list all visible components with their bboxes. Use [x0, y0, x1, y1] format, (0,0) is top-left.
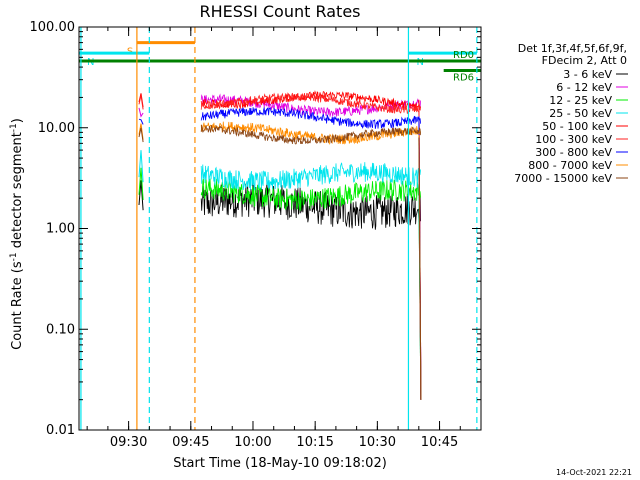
legend-header-1: FDecim 2, Att 0: [542, 54, 627, 67]
legend-entry-0: 3 - 6 keV: [563, 68, 612, 81]
legend-entry-1: 6 - 12 keV: [556, 81, 612, 94]
series-pre-spike-5: [138, 95, 144, 110]
x-tick-label-4: 10:30: [359, 435, 396, 450]
flag-label-3: RD0: [453, 50, 474, 61]
chart-title: RHESSI Count Rates: [200, 2, 361, 21]
legend-entry-4: 50 - 100 keV: [542, 120, 612, 133]
x-axis-label: Start Time (18-May-10 09:18:02): [173, 456, 387, 471]
legend-entry-8: 7000 - 15000 keV: [514, 172, 612, 185]
series-pre-spike-0: [138, 180, 144, 211]
series-pre-spike-8: [138, 127, 144, 143]
flag-label-1: N: [87, 57, 94, 68]
x-tick-label-5: 10:45: [421, 435, 458, 450]
legend-entry-7: 800 - 7000 keV: [528, 159, 612, 172]
series-line-2: [200, 178, 421, 211]
x-tick-label-1: 09:45: [172, 435, 209, 450]
legend-entry-6: 300 - 800 keV: [535, 146, 612, 159]
series-line-8: [200, 124, 421, 145]
series-line-5: [200, 92, 421, 114]
footer-timestamp: 14-Oct-2021 22:21: [556, 468, 632, 477]
y-tick-label-2: 1.00: [46, 222, 75, 237]
flag-label-4: RD6: [453, 73, 474, 84]
series-line-3: [200, 162, 421, 191]
series-pre-spike-6: [138, 118, 144, 125]
legend-entry-3: 25 - 50 keV: [549, 107, 612, 120]
legend-header-0: Det 1f,3f,4f,5f,6f,9f,: [518, 42, 627, 55]
time-markers: [80, 27, 478, 430]
axes: 0.01 0.10 1.00 10.00 100.00 09:30 09:45 10:00 10…: [30, 20, 482, 450]
x-tick-label-3: 10:15: [296, 435, 333, 450]
x-tick-label-2: 10:00: [234, 435, 271, 450]
plot-area: [138, 90, 422, 400]
x-tick-label-0: 09:30: [110, 435, 147, 450]
series-pre-spike-3: [138, 150, 144, 183]
legend: Det 1f,3f,4f,5f,6f,9f,FDecim 2, Att 03 -…: [514, 42, 628, 185]
y-axis-label: Count Rate (s-1 detector segment-1): [9, 118, 25, 350]
flag-label-2: N: [416, 57, 423, 68]
series-pre-spike-1: [138, 107, 144, 118]
attenuator-flags: SNNRD0RD6: [79, 41, 481, 84]
y-tick-label-3: 10.00: [38, 121, 75, 136]
series-pre-spike-2: [138, 167, 144, 201]
series-line-6: [200, 107, 421, 130]
legend-entry-2: 12 - 25 keV: [549, 94, 612, 107]
y-tick-label-4: 100.00: [30, 20, 76, 35]
series-drop-8: [418, 137, 422, 400]
y-tick-label-0: 0.01: [46, 423, 75, 438]
legend-entry-5: 100 - 300 keV: [535, 133, 612, 146]
y-tick-label-1: 0.10: [46, 322, 75, 337]
